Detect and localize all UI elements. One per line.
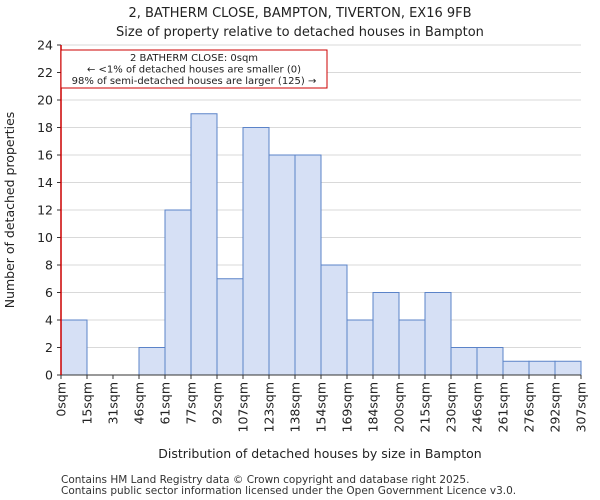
chart-subtitle: Size of property relative to detached ho… [116, 25, 484, 40]
footer-line-1: Contains HM Land Registry data © Crown c… [61, 474, 470, 486]
y-tick-label: 22 [37, 65, 53, 80]
histogram-bar [554, 360, 582, 376]
histogram-bar [528, 360, 556, 376]
annotation-line-2: ← <1% of detached houses are smaller (0) [87, 65, 301, 76]
x-tick-label: 46sqm [132, 382, 147, 425]
histogram-bar [450, 347, 478, 376]
footer-line-2: Contains public sector information licen… [61, 485, 517, 497]
y-tick-label: 10 [37, 230, 53, 245]
x-tick-label: 292sqm [548, 382, 563, 432]
annotation-line-3: 98% of semi-detached houses are larger (… [72, 76, 317, 87]
y-axis-label: Number of detached properties [2, 112, 17, 309]
histogram-bar [216, 278, 244, 376]
histogram-bar [476, 347, 504, 376]
x-tick-label: 230sqm [444, 382, 459, 432]
x-tick-label: 92sqm [210, 382, 225, 425]
y-tick-label: 0 [45, 368, 53, 383]
histogram-bar [294, 154, 322, 376]
histogram-bar [398, 319, 426, 376]
histogram-bar [346, 319, 374, 376]
x-tick-label: 77sqm [184, 382, 199, 425]
y-tick-label: 20 [37, 93, 53, 108]
x-tick-label: 31sqm [106, 382, 121, 425]
y-tick-label: 14 [37, 175, 53, 190]
x-tick-label: 15sqm [80, 382, 95, 425]
histogram-bar [320, 264, 348, 376]
y-tick-label: 18 [37, 120, 53, 135]
x-tick-label: 184sqm [366, 382, 381, 432]
histogram-bar [424, 292, 452, 376]
x-tick-label: 261sqm [496, 382, 511, 432]
x-axis-label: Distribution of detached houses by size … [158, 446, 481, 461]
histogram-bar [190, 113, 218, 376]
x-tick-label: 107sqm [236, 382, 251, 432]
x-tick-label: 276sqm [522, 382, 537, 432]
y-tick-label: 12 [37, 203, 53, 218]
histogram-bar [242, 127, 270, 376]
x-tick-label: 138sqm [288, 382, 303, 432]
x-tick-label: 61sqm [158, 382, 173, 425]
annotation-box [60, 49, 328, 89]
histogram-bar [268, 154, 296, 376]
x-tick-label: 307sqm [574, 382, 589, 432]
x-tick-label: 0sqm [54, 382, 69, 417]
y-tick-label: 6 [45, 285, 53, 300]
histogram-bar [60, 319, 88, 376]
y-tick-label: 4 [45, 313, 53, 328]
x-tick-label: 123sqm [262, 382, 277, 432]
histogram-bar [138, 347, 166, 376]
y-tick-label: 2 [45, 340, 53, 355]
chart-title: 2, BATHERM CLOSE, BAMPTON, TIVERTON, EX1… [128, 6, 472, 21]
y-tick-label: 8 [45, 258, 53, 273]
x-tick-label: 215sqm [418, 382, 433, 432]
annotation-line-1: 2 BATHERM CLOSE: 0sqm [130, 53, 258, 64]
histogram-bar [372, 292, 400, 376]
histogram-bar [502, 360, 530, 376]
x-tick-label: 200sqm [392, 382, 407, 432]
y-tick-label: 24 [37, 38, 53, 53]
y-tick-label: 16 [37, 148, 53, 163]
histogram-bar [164, 209, 192, 376]
x-tick-label: 154sqm [314, 382, 329, 432]
x-tick-label: 246sqm [470, 382, 485, 432]
x-tick-label: 169sqm [340, 382, 355, 432]
